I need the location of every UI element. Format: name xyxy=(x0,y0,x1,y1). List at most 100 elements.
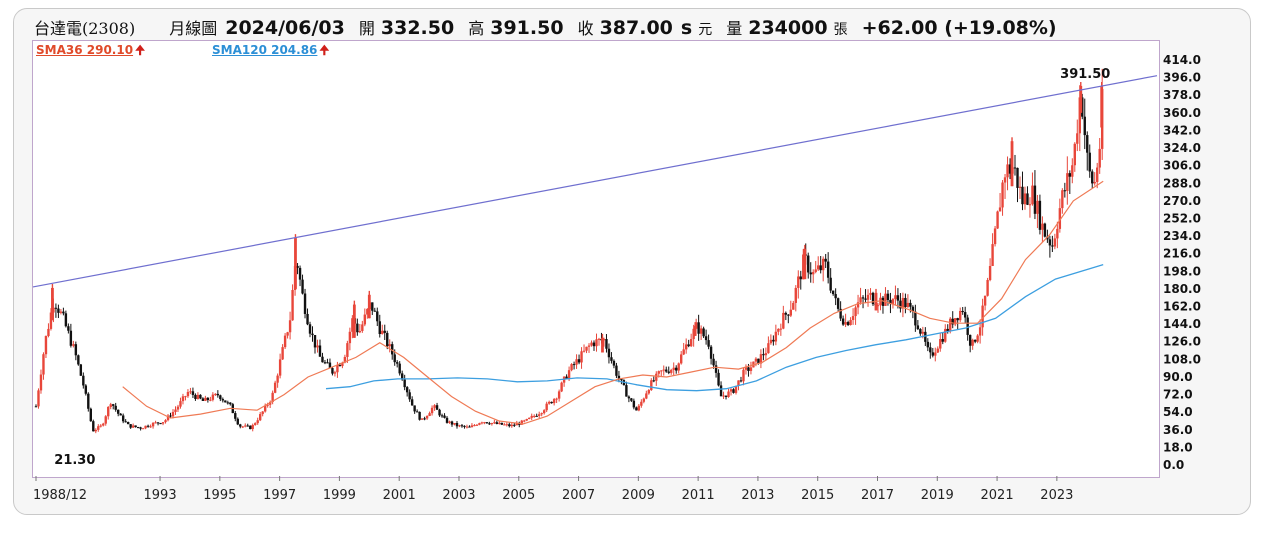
candle-body xyxy=(545,403,548,411)
candle-body xyxy=(909,302,912,307)
candle-body xyxy=(724,395,728,397)
candle-body xyxy=(54,307,58,309)
stock-name: 台達電(2308) xyxy=(34,19,136,38)
candle-body xyxy=(630,398,633,401)
candle-body xyxy=(149,426,152,428)
y-tick-label: 288.0 xyxy=(1163,176,1201,190)
candle-body xyxy=(530,415,533,418)
candle-body xyxy=(699,328,703,334)
candle-body xyxy=(620,378,623,381)
value-annotation: 21.30 xyxy=(54,453,95,468)
candle-body xyxy=(557,391,561,399)
candle-body xyxy=(709,346,713,359)
candle-body xyxy=(77,355,80,365)
candle-body xyxy=(677,363,680,371)
candle-body xyxy=(645,393,648,399)
candle-body xyxy=(772,339,775,342)
candle-body xyxy=(455,423,459,427)
candle-body xyxy=(729,389,733,392)
candle-body xyxy=(356,323,359,333)
candle-body xyxy=(1006,164,1009,178)
candle-body xyxy=(821,258,825,271)
candle-body xyxy=(186,391,190,397)
candle-body xyxy=(632,400,636,408)
candle-body xyxy=(1093,181,1096,184)
candle-body xyxy=(206,397,210,401)
candle-body xyxy=(693,326,697,336)
candle-body xyxy=(934,352,937,356)
candle-body xyxy=(807,255,810,273)
candle-body xyxy=(834,294,837,299)
candle-body xyxy=(617,375,621,379)
candle-body xyxy=(448,421,451,423)
sma36-legend[interactable]: SMA36 290.10 🠉 xyxy=(36,41,145,62)
candle-body xyxy=(1041,223,1044,230)
candle-body xyxy=(485,422,489,424)
candle-body xyxy=(475,424,479,426)
x-tick-label: 2003 xyxy=(442,488,475,503)
candle-body xyxy=(889,299,892,304)
candle-body xyxy=(921,331,925,334)
candle-body xyxy=(675,367,678,371)
candle-body xyxy=(744,367,748,370)
candle-body xyxy=(438,409,441,416)
candle-body xyxy=(861,297,865,299)
candle-body xyxy=(959,310,962,321)
candle-body xyxy=(219,395,222,400)
candle-body xyxy=(854,307,857,317)
candle-body xyxy=(550,401,553,404)
candle-body xyxy=(812,272,815,275)
candle-body xyxy=(64,313,68,327)
candle-body xyxy=(473,425,476,427)
up-arrow-icon: 🠉 xyxy=(135,43,145,57)
y-tick-label: 36.0 xyxy=(1163,423,1193,437)
y-tick-label: 126.0 xyxy=(1163,335,1201,349)
candle-body xyxy=(747,367,750,371)
candle-body xyxy=(595,339,598,347)
candle-body xyxy=(1043,223,1047,237)
candle-body xyxy=(949,318,952,332)
candle-body xyxy=(87,393,90,409)
change-value: +62.00 (+19.08%) xyxy=(861,17,1057,39)
candle-body xyxy=(978,327,982,336)
candle-body xyxy=(234,413,237,419)
candle-body xyxy=(802,254,805,280)
candle-body xyxy=(789,309,793,316)
period-label: 月線圖 xyxy=(169,19,218,38)
candle-body xyxy=(1023,193,1027,205)
candle-body xyxy=(321,356,324,363)
candle-body xyxy=(403,379,406,388)
candle-body xyxy=(306,313,309,325)
candle-body xyxy=(537,414,541,416)
candle-body xyxy=(846,322,850,326)
candle-body xyxy=(468,426,471,428)
y-tick-label: 144.0 xyxy=(1163,317,1201,331)
open-label: 開 xyxy=(358,19,375,38)
candle-body xyxy=(572,364,576,366)
candle-body xyxy=(116,409,120,414)
value-annotation: 391.50 xyxy=(1060,67,1110,82)
candle-body xyxy=(650,380,653,391)
candle-body xyxy=(191,391,195,395)
candle-body xyxy=(254,423,257,425)
sma36-line xyxy=(122,180,1104,425)
x-tick-label: 1988/12 xyxy=(33,488,87,503)
candle-body xyxy=(605,339,608,349)
candle-body xyxy=(129,424,132,428)
candle-body xyxy=(383,330,386,333)
sma120-legend[interactable]: SMA120 204.86 🠉 xyxy=(212,41,329,62)
candle-body xyxy=(851,316,855,320)
candle-body xyxy=(358,330,362,333)
candle-body xyxy=(189,391,192,393)
candle-body xyxy=(367,294,371,319)
candle-body xyxy=(109,404,112,407)
candle-body xyxy=(782,312,785,329)
candle-body xyxy=(971,339,974,346)
candle-body xyxy=(859,297,862,303)
candle-body xyxy=(363,314,367,325)
candle-body xyxy=(266,404,269,406)
candle-body xyxy=(67,326,70,331)
candle-body xyxy=(400,373,404,380)
candle-body xyxy=(236,418,239,425)
candle-body xyxy=(505,424,509,426)
